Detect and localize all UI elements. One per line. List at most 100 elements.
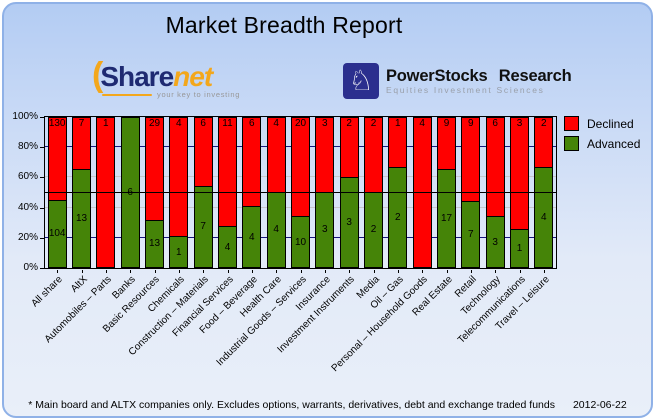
bar-column: 1	[96, 117, 116, 268]
page-title: Market Breadth Report	[165, 12, 403, 38]
x-axis-tick	[446, 270, 448, 273]
x-axis-tick	[57, 270, 59, 273]
bar-declined-count: 29	[148, 118, 161, 129]
advanced-segment: 2	[389, 166, 407, 267]
x-axis-tick	[178, 270, 180, 273]
legend-label-advanced: Advanced	[587, 136, 641, 151]
x-axis-tick	[154, 270, 156, 273]
x-axis-tick	[276, 270, 278, 273]
advanced-segment: 1	[170, 236, 188, 267]
advanced-segment: 4	[219, 226, 236, 267]
x-axis-tick	[105, 270, 107, 273]
x-axis-tick	[543, 270, 545, 273]
powerstocks-subtitle: Equities Investment Sciences	[386, 85, 545, 95]
bar-declined-count: 1	[395, 118, 401, 129]
advanced-segment: 10	[292, 216, 309, 267]
x-axis-tick	[324, 270, 326, 273]
advanced-segment: 104	[48, 199, 66, 267]
y-axis-label: 20%	[17, 231, 38, 243]
advanced-segment: 7	[462, 200, 480, 267]
powerstocks-name: PowerStocks Research	[386, 67, 572, 85]
y-axis-label: 40%	[17, 201, 38, 213]
advanced-segment: 2	[365, 191, 382, 267]
footer: * Main board and ALTX companies only. Ex…	[4, 399, 651, 411]
advanced-segment: 3	[486, 216, 504, 267]
sharenet-tagline-underline	[102, 93, 152, 96]
sharenet-tagline: your key to investing	[157, 90, 241, 99]
bar-declined-count: 4	[176, 118, 182, 129]
bar-declined-count: 6	[492, 118, 498, 129]
x-axis-tick	[130, 270, 132, 273]
bar-declined-count: 3	[322, 118, 328, 129]
advanced-segment: 17	[438, 168, 455, 267]
x-axis-tick	[81, 270, 83, 273]
footer-note: * Main board and ALTX companies only. Ex…	[28, 399, 555, 411]
sharenet-wordmark: (Share net	[92, 56, 240, 94]
x-axis-tick	[422, 270, 424, 273]
x-axis-tick	[397, 270, 399, 273]
y-axis-label: 80%	[17, 141, 38, 153]
x-axis-tick	[373, 270, 375, 273]
bar-column: 13 29	[145, 117, 164, 268]
y-axis-tick	[40, 177, 44, 179]
legend-label-declined: Declined	[587, 116, 634, 131]
x-axis-tick	[227, 270, 229, 273]
bar-declined-count: 130	[48, 118, 66, 129]
advanced-segment: 4	[535, 166, 553, 267]
x-axis-tick	[300, 270, 302, 273]
bar-declined-count: 7	[78, 118, 85, 129]
y-axis-label: 0%	[23, 262, 38, 273]
bar-column: 17 9	[437, 117, 456, 268]
y-axis-tick	[40, 147, 44, 149]
advanced-segment: 7	[194, 185, 212, 267]
y-axis-label: 60%	[17, 171, 38, 183]
advanced-segment: 1	[511, 228, 528, 267]
bar-column: 13 7	[72, 117, 91, 268]
advanced-segment: 13	[73, 169, 90, 267]
x-axis-tick	[519, 270, 521, 273]
y-axis-tick	[40, 117, 44, 118]
advanced-segment: 4	[267, 191, 285, 267]
sharenet-tagline-row: your key to investing	[102, 90, 240, 99]
y-axis-tick	[40, 237, 44, 239]
sharenet-logo: (Share net your key to investing	[92, 56, 240, 99]
advanced-segment: 3	[316, 191, 334, 267]
advanced-segment: 3	[340, 176, 358, 267]
powerstocks-logo: ♘ PowerStocks Research Equities Investme…	[343, 63, 572, 99]
footer-date: 2012-06-22	[572, 399, 627, 411]
x-axis-tick	[470, 270, 472, 273]
legend: Declined Advanced	[564, 116, 640, 156]
bar-declined-count: 2	[541, 118, 547, 129]
x-axis-tick	[203, 270, 205, 273]
reference-line-50pct	[45, 191, 556, 193]
sharenet-swoosh-icon: (	[92, 56, 104, 94]
bar-declined-count: 6	[200, 118, 206, 129]
bar-column: 10 20	[291, 117, 310, 268]
advanced-segment: 6	[121, 118, 139, 267]
legend-item-advanced: Advanced	[564, 136, 640, 151]
bar-declined-count: 9	[468, 118, 474, 129]
bar-declined-count: 4	[419, 118, 425, 129]
bar-declined-count: 4	[273, 118, 279, 129]
sharenet-net-text: net	[173, 61, 213, 92]
bar-declined-count: 2	[346, 118, 352, 129]
advanced-segment: 4	[243, 206, 261, 267]
bar-declined-count: 6	[249, 118, 255, 129]
bar-column: 4	[412, 117, 432, 268]
bar-declined-count: 1	[103, 118, 109, 129]
x-axis-tick	[251, 270, 253, 273]
y-axis-label: 100%	[12, 111, 38, 122]
bar-declined-count: 3	[516, 118, 523, 129]
plot-area: 104 130 13 7 1 6 13 29 1 4 7 6 4 11 4 6 4 4 10 20 3 3 3 2 2 2 2 1 4 1…	[44, 116, 557, 269]
powerstocks-text: PowerStocks Research Equities Investment…	[386, 67, 572, 95]
